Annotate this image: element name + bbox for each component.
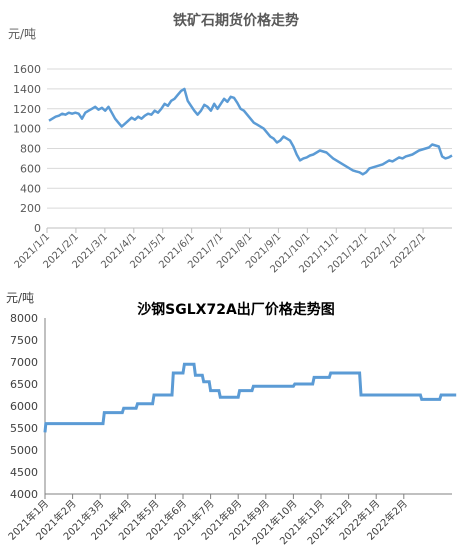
y-tick-label: 5500	[10, 422, 38, 435]
y-tick-label: 6500	[10, 378, 38, 391]
chart-title: 沙钢SGLX72A出厂价格走势图	[137, 301, 335, 318]
y-tick-label: 400	[20, 182, 41, 195]
y-tick-label: 800	[20, 143, 41, 156]
x-axis-ticks: 2021/1/12021/2/12021/3/12021/4/12021/5/1…	[13, 228, 428, 275]
y-axis-ticks: 0 200 400 600 800 1000 1200 1400 1600	[13, 63, 41, 235]
y-tick-label: 1000	[13, 123, 41, 136]
y-tick-label: 7000	[10, 356, 38, 369]
iron-ore-futures-chart: 铁矿石期货价格走势 元/吨 0 200 400 600 800 1000 1200 1400 1…	[8, 12, 453, 275]
y-tick-label: 1600	[13, 63, 41, 76]
grid-lines	[47, 68, 452, 209]
y-tick-label: 6000	[10, 400, 38, 413]
y-axis-ticks: 4000 4500 5000 5500 6000 6500 7000 7500 8000	[10, 312, 38, 501]
iron-ore-price-line	[48, 87, 453, 176]
y-tick-label: 7500	[10, 334, 38, 347]
y-tick-label: 8000	[10, 312, 38, 325]
y-tick-label: 4000	[10, 488, 38, 501]
y-tick-label: 200	[20, 202, 41, 215]
y-tick-label: 5000	[10, 444, 38, 457]
y-tick-label: 1400	[13, 83, 41, 96]
y-unit-label: 元/吨	[6, 291, 34, 305]
shagang-price-chart: 元/吨 沙钢SGLX72A出厂价格走势图 4000 4500 5000 5500 600…	[5, 291, 457, 547]
shagang-price-line	[43, 362, 457, 433]
x-axis-ticks: 2021年1月2021年2月2021年3月2021年4月2021年5月2021年…	[5, 494, 410, 547]
y-tick-label: 1200	[13, 103, 41, 116]
chart-title: 铁矿石期货价格走势	[173, 12, 299, 29]
y-tick-label: 0	[34, 222, 41, 235]
y-tick-label: 600	[20, 162, 41, 175]
y-tick-label: 4500	[10, 466, 38, 479]
y-unit-label: 元/吨	[8, 27, 36, 41]
